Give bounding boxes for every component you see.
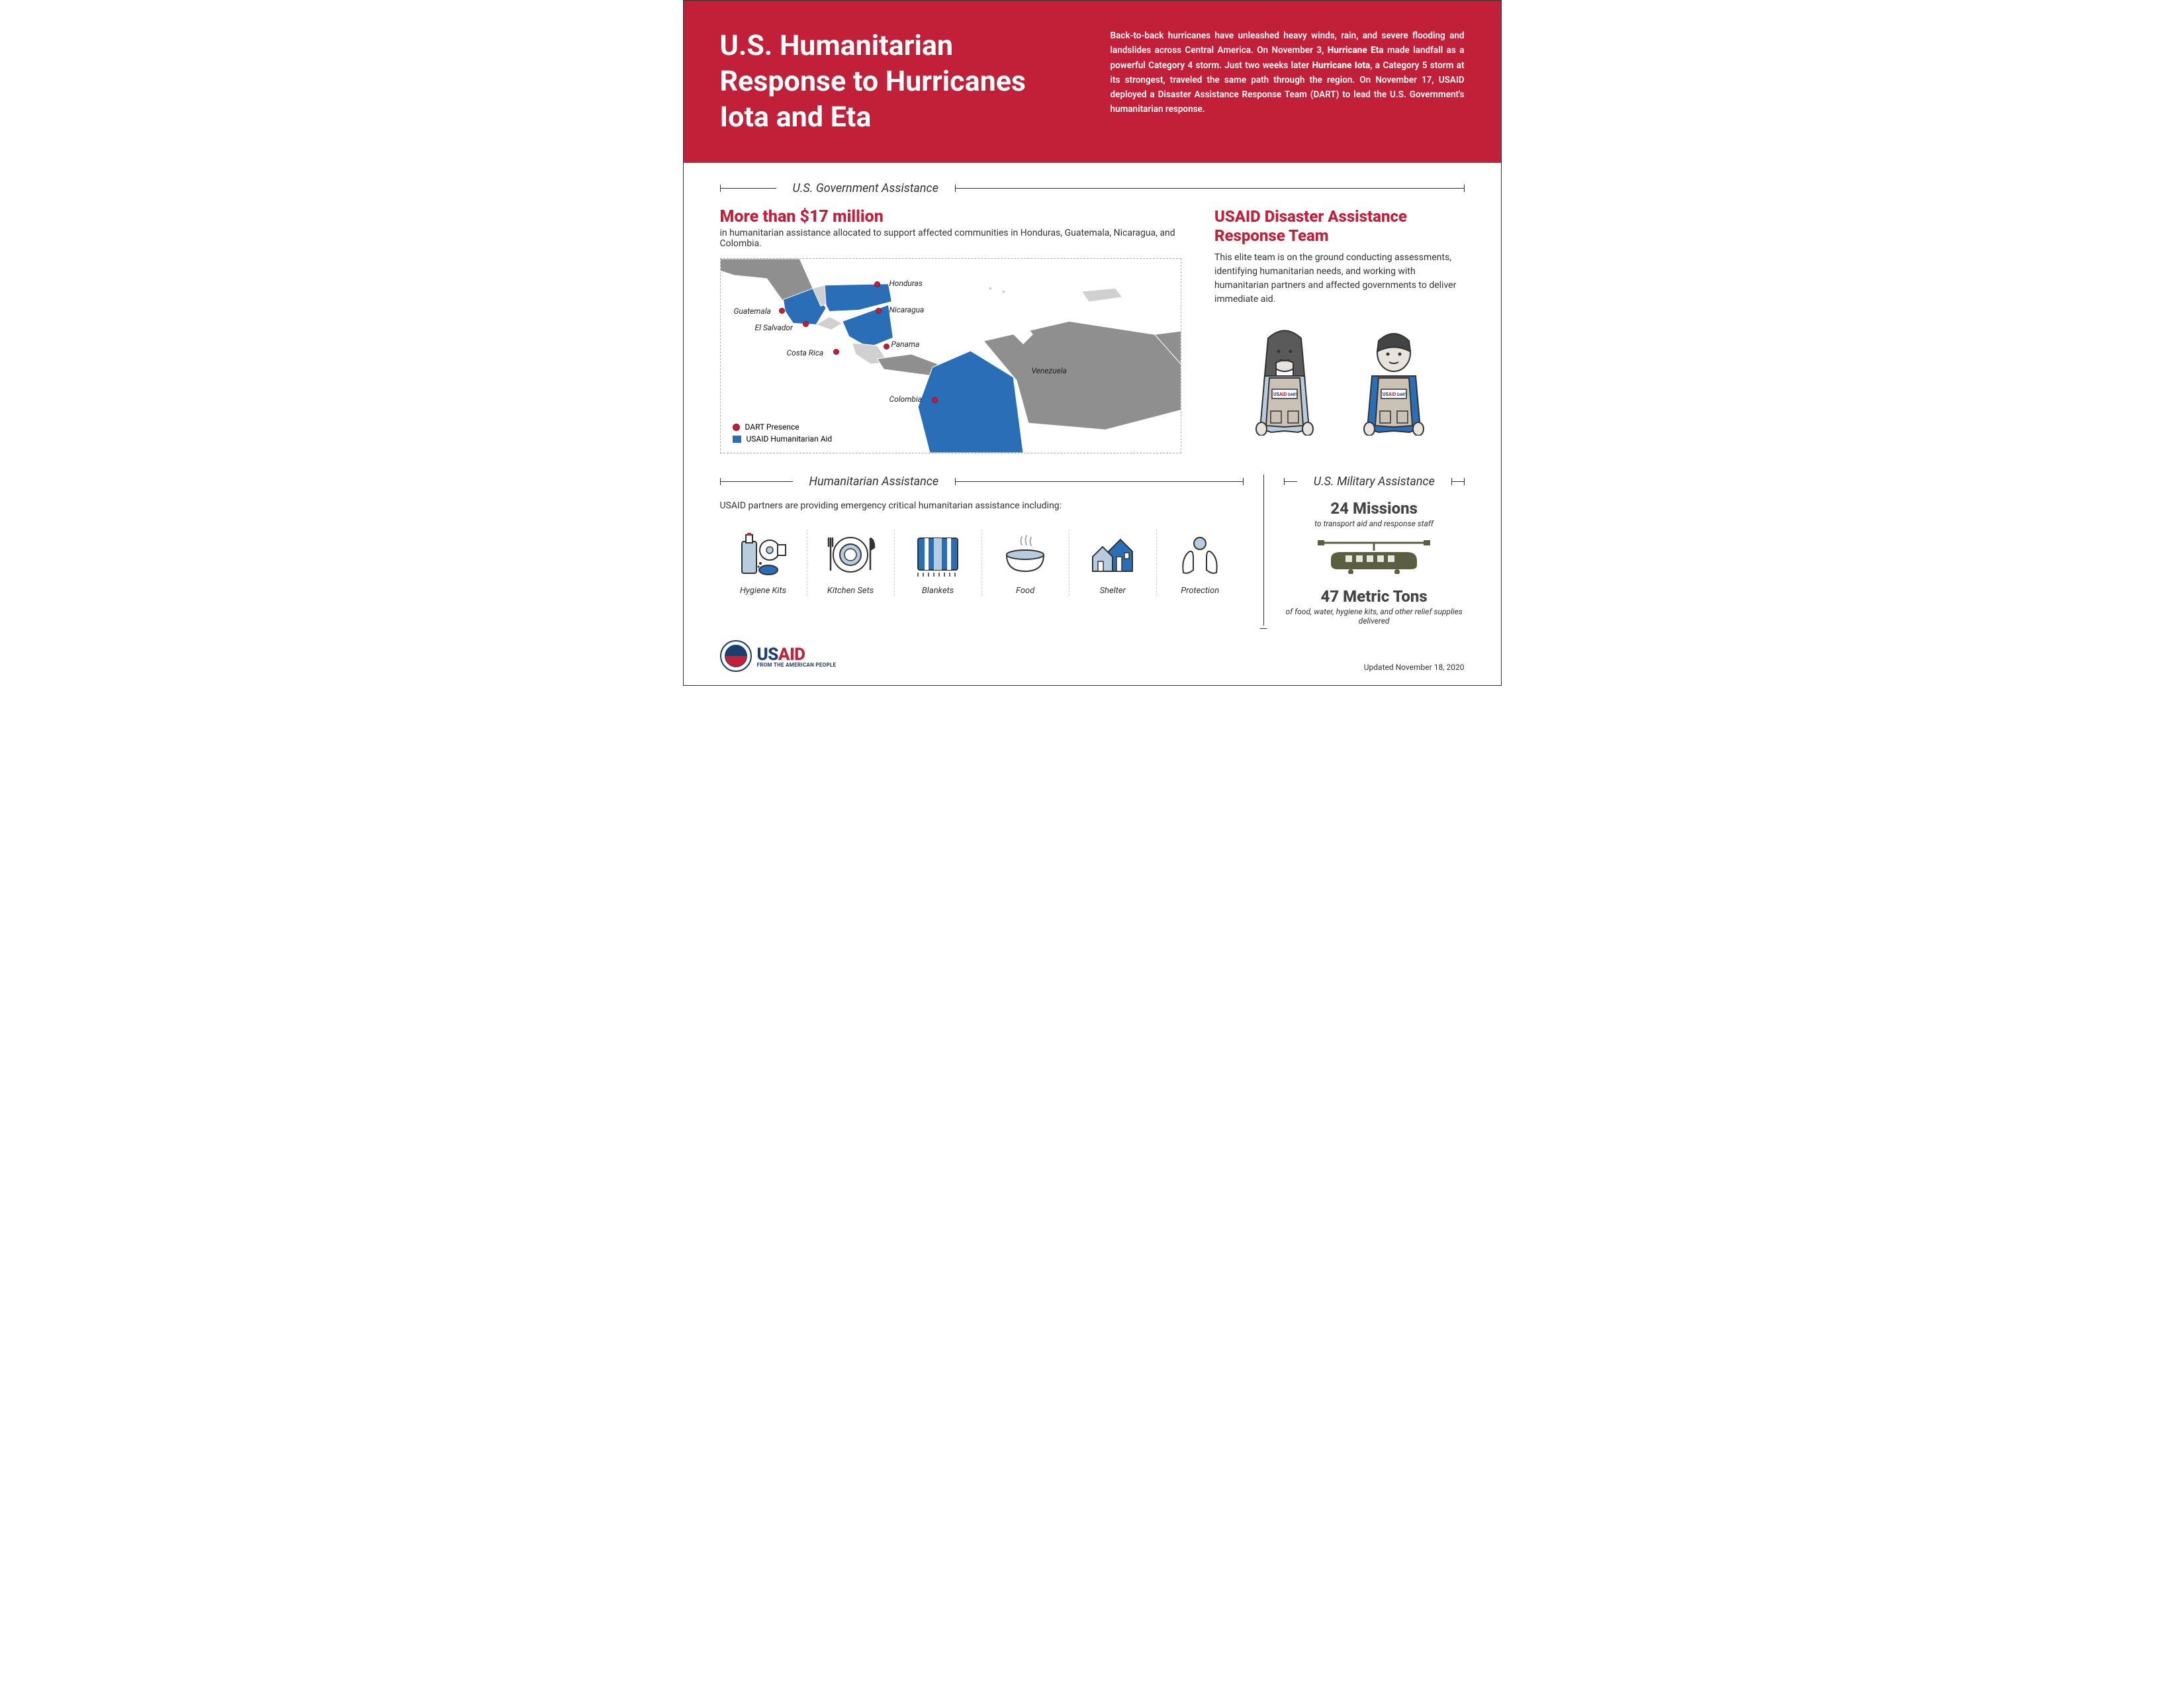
map-label-costa-rica: Costa Rica [787, 348, 824, 357]
footer: USAID FROM THE AMERICAN PEOPLE Updated N… [720, 640, 1465, 672]
section-label: U.S. Military Assistance [1314, 475, 1435, 489]
gov-assistance-column: More than $17 million in humanitarian as… [720, 207, 1182, 453]
military-stat-missions: 24 Missions to transport aid and respons… [1284, 499, 1465, 528]
map-central-america: DART Presence USAID Humanitarian Aid Gua… [720, 258, 1182, 453]
map-dot-panama [884, 344, 889, 350]
ha-item-kitchen: Kitchen Sets [807, 530, 895, 596]
legend-dart: DART Presence [733, 422, 833, 432]
usaid-tagline: FROM THE AMERICAN PEOPLE [757, 662, 837, 668]
svg-text:AID: AID [1388, 392, 1396, 397]
map-dot-guatemala [779, 308, 785, 314]
map-label-venezuela: Venezuela [1032, 366, 1067, 375]
ha-label: Hygiene Kits [725, 586, 801, 596]
legend-dart-label: DART Presence [745, 422, 799, 432]
legend-dot-icon [733, 424, 740, 431]
ha-label: Shelter [1075, 586, 1151, 596]
shelter-icon [1075, 530, 1151, 579]
funding-headline: More than $17 million [720, 207, 1182, 226]
ha-label: Kitchen Sets [813, 586, 889, 596]
legend-aid-label: USAID Humanitarian Aid [747, 434, 833, 444]
funding-subline: in humanitarian assistance allocated to … [720, 228, 1182, 249]
usaid-logo: USAID FROM THE AMERICAN PEOPLE [720, 640, 837, 672]
page-title: U.S. Humanitarian Response to Hurricanes… [720, 28, 1077, 135]
svg-text:DART: DART [1288, 393, 1298, 397]
ha-item-hygiene: Hygiene Kits [720, 530, 807, 596]
ha-label: Protection [1162, 586, 1238, 596]
ha-icon-row: Hygiene Kits Kitchen Sets Blankets Food Shel… [720, 530, 1244, 596]
hygiene-icon [725, 530, 801, 579]
helicopter-icon [1284, 538, 1465, 577]
map-label-nicaragua: Nicaragua [889, 305, 925, 314]
missions-subtext: to transport aid and response staff [1284, 519, 1465, 528]
legend-square-icon [733, 436, 741, 443]
tons-subtext: of food, water, hygiene kits, and other … [1284, 607, 1465, 626]
protection-icon [1162, 530, 1238, 579]
map-dot-colombia [932, 397, 938, 403]
header-description: Back-to-back hurricanes have unleashed h… [1111, 28, 1465, 135]
dart-column: USAID Disaster Assistance Response Team … [1214, 207, 1465, 453]
dart-person-female-icon: US AID DART [1242, 326, 1328, 436]
map-label-el-salvador: El Salvador [755, 323, 794, 332]
ha-label: Food [987, 586, 1064, 596]
updated-date: Updated November 18, 2020 [1364, 663, 1465, 672]
section-label: U.S. Government Assistance [793, 181, 938, 195]
ha-intro-text: USAID partners are providing emergency c… [720, 500, 1244, 511]
svg-text:DART: DART [1397, 393, 1408, 397]
ha-item-protection: Protection [1157, 530, 1244, 596]
blanket-icon [900, 530, 976, 579]
section-header-military: U.S. Military Assistance [1284, 475, 1465, 489]
section-header-ha: Humanitarian Assistance [720, 475, 1244, 489]
food-icon [987, 530, 1064, 579]
map-legend: DART Presence USAID Humanitarian Aid [733, 420, 833, 444]
legend-aid: USAID Humanitarian Aid [733, 434, 833, 444]
ha-item-blanket: Blankets [895, 530, 982, 596]
map-dot-nicaragua [876, 308, 882, 314]
ha-item-food: Food [982, 530, 1069, 596]
ha-item-shelter: Shelter [1069, 530, 1157, 596]
map-dot-el-salvador [803, 321, 809, 327]
dart-title: USAID Disaster Assistance Response Team [1214, 207, 1465, 246]
dart-person-male-icon: US AID DART [1351, 326, 1437, 436]
content-area: U.S. Government Assistance More than $17… [684, 163, 1501, 685]
ha-label: Blankets [900, 586, 976, 596]
missions-number: 24 Missions [1284, 499, 1465, 518]
map-label-colombia: Colombia [889, 395, 923, 404]
kitchen-icon [813, 530, 889, 579]
map-dot-costa-rica [833, 349, 839, 355]
dart-description: This elite team is on the ground conduct… [1214, 251, 1465, 306]
header-banner: U.S. Humanitarian Response to Hurricanes… [684, 1, 1501, 163]
section-header-gov: U.S. Government Assistance [720, 181, 1465, 195]
map-dot-honduras [874, 281, 880, 287]
military-stat-tons: 47 Metric Tons of food, water, hygiene k… [1284, 587, 1465, 626]
usaid-seal-icon [720, 640, 752, 672]
section-label: Humanitarian Assistance [809, 475, 939, 489]
humanitarian-assistance-column: Humanitarian Assistance USAID partners a… [720, 475, 1263, 626]
dart-illustrations: US AID DART [1214, 326, 1465, 436]
military-assistance-column: U.S. Military Assistance 24 Missions to … [1263, 475, 1465, 626]
map-label-guatemala: Guatemala [734, 306, 771, 316]
tons-number: 47 Metric Tons [1284, 587, 1465, 606]
svg-text:AID: AID [1279, 392, 1287, 397]
map-label-panama: Panama [891, 340, 920, 349]
map-label-honduras: Honduras [889, 279, 923, 288]
